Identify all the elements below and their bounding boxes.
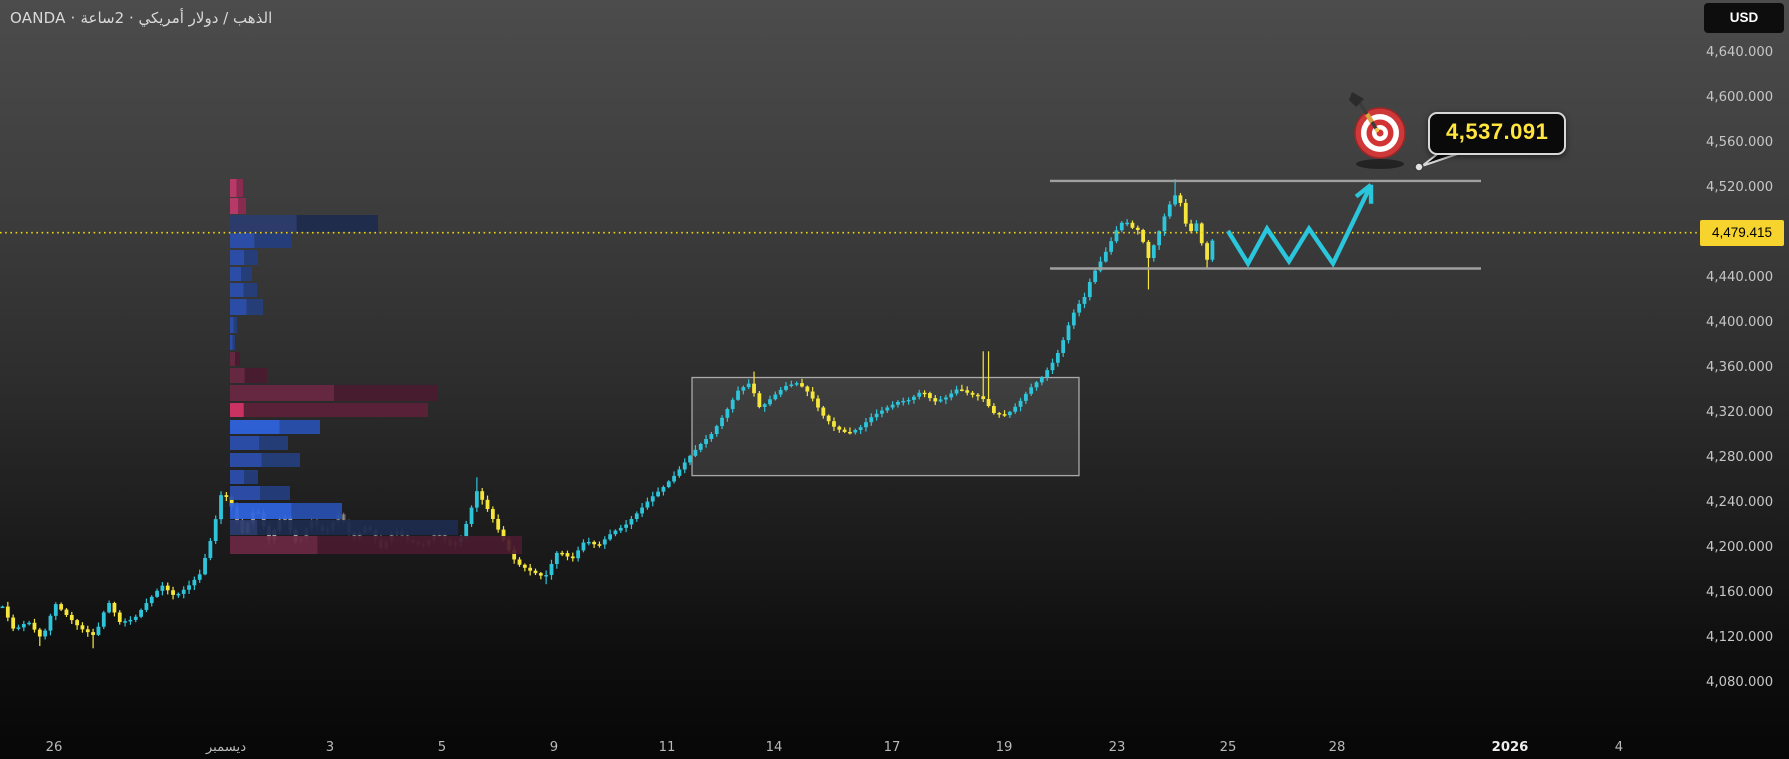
svg-text:2026: 2026 (1492, 740, 1529, 755)
target-price-callout[interactable]: 4,537.091 (1428, 112, 1567, 155)
svg-text:4,240.000: 4,240.000 (1706, 495, 1773, 510)
currency-badge[interactable]: USD (1704, 3, 1784, 33)
svg-text:17: 17 (884, 740, 901, 755)
svg-text:19: 19 (996, 740, 1013, 755)
svg-text:4,560.000: 4,560.000 (1706, 135, 1773, 150)
svg-text:5: 5 (438, 740, 446, 755)
svg-text:4,280.000: 4,280.000 (1706, 450, 1773, 465)
svg-text:4,320.000: 4,320.000 (1706, 405, 1773, 420)
volume-profile[interactable] (230, 179, 522, 554)
svg-text:4,160.000: 4,160.000 (1706, 585, 1773, 600)
svg-text:4,600.000: 4,600.000 (1706, 90, 1773, 105)
svg-text:9: 9 (550, 740, 558, 755)
current-price-label: 4,479.415 (1700, 219, 1784, 246)
target-dartboard-icon (1349, 92, 1406, 169)
svg-text:25: 25 (1220, 740, 1237, 755)
candlestick-series (0, 179, 1215, 649)
svg-text:4,360.000: 4,360.000 (1706, 360, 1773, 375)
svg-text:4,120.000: 4,120.000 (1706, 630, 1773, 645)
svg-text:11: 11 (659, 740, 676, 755)
svg-text:4,440.000: 4,440.000 (1706, 270, 1773, 285)
svg-text:23: 23 (1109, 740, 1126, 755)
symbol-title[interactable]: OANDA · الذهب / دولار أمريكي · 2ساعة (10, 9, 273, 27)
zigzag-projection[interactable] (1226, 183, 1373, 268)
svg-text:4,400.000: 4,400.000 (1706, 315, 1773, 330)
svg-text:14: 14 (766, 740, 783, 755)
price-axis[interactable]: 4,640.000 4,600.000 4,560.000 4,520.000 4,44… (1706, 45, 1773, 690)
range-box[interactable] (691, 376, 1080, 477)
svg-text:4,080.000: 4,080.000 (1706, 675, 1773, 690)
svg-text:28: 28 (1329, 740, 1346, 755)
svg-text:4,200.000: 4,200.000 (1706, 540, 1773, 555)
svg-text:ديسمبر: ديسمبر (205, 740, 246, 755)
svg-text:4: 4 (1615, 740, 1623, 755)
svg-text:4,640.000: 4,640.000 (1706, 45, 1773, 60)
svg-text:26: 26 (46, 740, 63, 755)
time-axis[interactable]: 26 ديسمبر 3 5 9 11 14 17 19 23 25 28 2026 4 (46, 740, 1624, 755)
svg-text:4,520.000: 4,520.000 (1706, 180, 1773, 195)
svg-text:3: 3 (326, 740, 334, 755)
